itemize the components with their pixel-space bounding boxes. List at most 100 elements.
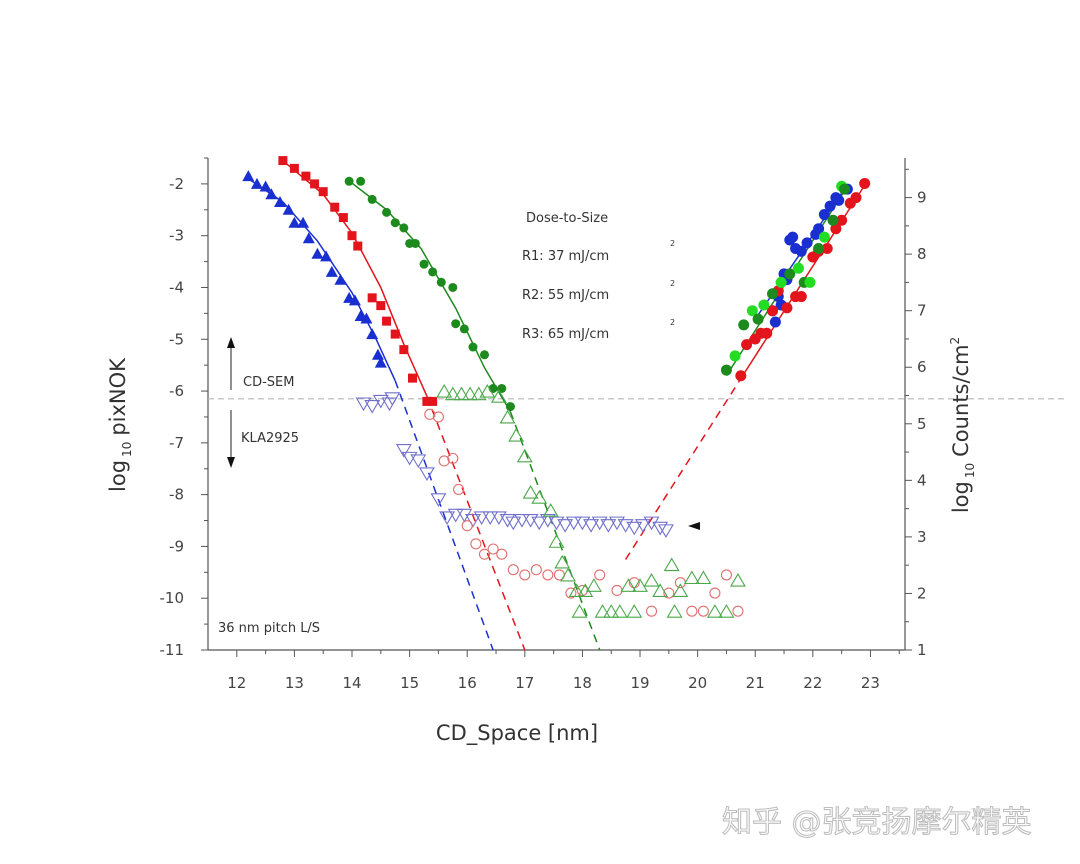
x-tick-label: 17 [515, 674, 534, 692]
data-point [410, 238, 420, 248]
data-point [444, 386, 461, 401]
data-point [577, 583, 594, 597]
data-point [585, 578, 602, 592]
data-point [827, 214, 839, 226]
data-point [657, 524, 674, 538]
data-point [591, 516, 608, 531]
y-left-tick-label: -5 [169, 330, 184, 348]
legend-sup-r3: 2 [670, 318, 675, 327]
data-point [473, 511, 490, 526]
data-point [626, 521, 643, 536]
y-right-tick-label: 8 [917, 245, 927, 263]
data-point [367, 293, 377, 303]
fit-line [247, 178, 396, 382]
data-point [334, 273, 347, 285]
fit-line [394, 380, 494, 651]
x-tick-label: 16 [458, 674, 477, 692]
data-point [767, 288, 779, 300]
data-point [310, 179, 320, 189]
x-tick-label: 14 [342, 674, 361, 692]
data-point [456, 508, 473, 523]
pitch-label: 36 nm pitch L/S [218, 621, 320, 636]
data-point [490, 389, 507, 403]
x-tick-label: 23 [861, 674, 880, 692]
data-point [522, 484, 539, 499]
data-point [468, 342, 478, 352]
data-point [344, 176, 354, 186]
data-point [395, 444, 412, 458]
data-point [821, 242, 833, 254]
y-axis-right-title: log 10 Counts/cm2 [948, 337, 977, 513]
data-point [787, 231, 799, 243]
kla-label: KLA2925 [241, 431, 299, 446]
data-point [282, 203, 295, 215]
data-point [479, 383, 496, 398]
data-point [554, 554, 571, 569]
data-point [830, 223, 842, 235]
data-point [289, 163, 299, 173]
data-point [741, 339, 753, 351]
data-point [645, 605, 658, 617]
data-point [706, 604, 723, 618]
x-tick-label: 21 [746, 674, 765, 692]
data-point [824, 200, 836, 212]
tick-labels: 12 13 14 15 16 17 18 19 20 21 22 23-2-3-4-5-6-7-8-9… [160, 175, 927, 692]
y-right-sub: 10 [963, 463, 977, 478]
data-point [366, 328, 379, 340]
data-point [399, 223, 409, 233]
y-left-tick-label: -7 [169, 434, 184, 452]
watermark: 知乎 @张竞扬摩尔精英 [722, 805, 1032, 840]
data-point [505, 516, 522, 531]
y-right-tick-label: 2 [917, 584, 927, 602]
data-point [384, 392, 401, 406]
data-point [376, 301, 386, 311]
y-left-tick-label: -11 [160, 641, 185, 659]
y-right-sup: 2 [948, 337, 962, 345]
pointer-arrow-icon [688, 522, 700, 530]
data-point [767, 305, 779, 317]
data-point [499, 513, 516, 528]
y-left-rest: pixNOK [106, 357, 130, 436]
y-right-tick-label: 9 [917, 189, 927, 207]
y-right-tick-label: 7 [917, 302, 927, 320]
data-point [643, 516, 660, 531]
data-point [428, 267, 438, 277]
x-axis-title: CD_Space [nm] [436, 721, 598, 746]
data-point [652, 521, 669, 536]
data-point [720, 364, 732, 376]
data-point [250, 177, 263, 189]
y-axis-left-title: log 10 pixNOK [106, 357, 134, 492]
data-point [447, 452, 459, 464]
data-point [382, 316, 392, 326]
data-point [451, 319, 461, 329]
data-point [735, 370, 747, 382]
down-arrow-icon [227, 410, 235, 468]
data-point [611, 584, 623, 596]
data-point [320, 250, 333, 262]
data-point [557, 519, 574, 533]
data-point [609, 516, 625, 531]
data-point [603, 604, 620, 618]
data-point [628, 577, 640, 589]
data-point [461, 520, 473, 532]
data-point [453, 483, 465, 496]
x-tick-label: 13 [285, 674, 304, 692]
data-point [422, 396, 432, 406]
data-point [478, 548, 491, 560]
y-right-tick-label: 4 [917, 471, 927, 489]
cd-sem-label: CD-SEM [243, 375, 294, 390]
data-point [818, 209, 830, 221]
data-point [666, 604, 683, 618]
data-point [390, 329, 400, 339]
data-point [769, 316, 781, 328]
data-point [652, 583, 669, 597]
data-point [508, 427, 525, 442]
data-point [813, 223, 825, 235]
data-point [418, 467, 435, 482]
data-point [859, 177, 871, 189]
y-right-log: log [949, 481, 973, 513]
data-point [330, 202, 340, 212]
data-point [338, 213, 348, 223]
data-point [683, 570, 700, 585]
